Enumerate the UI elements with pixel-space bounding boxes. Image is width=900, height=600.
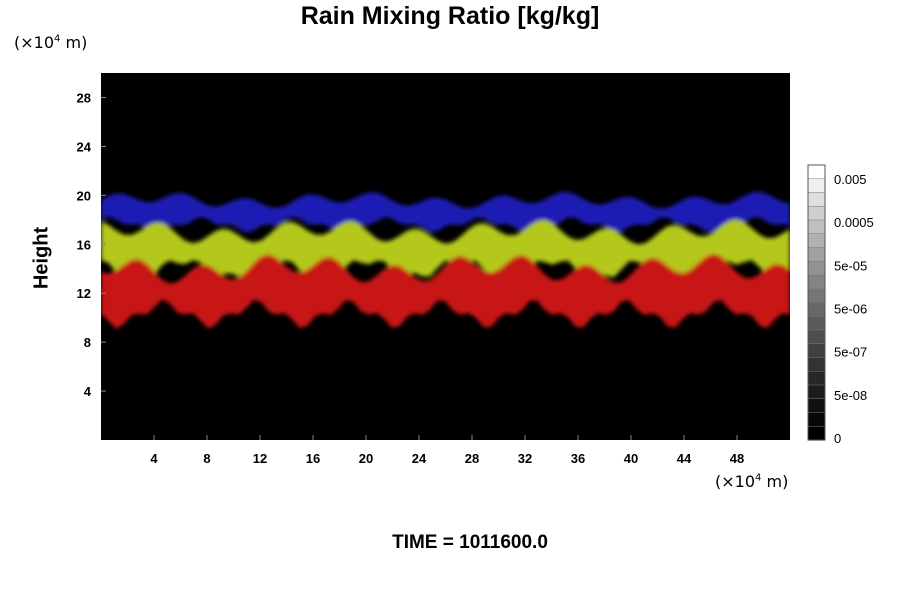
layer-band-2 [101,253,790,329]
colorbar-step [807,247,826,262]
colorbar-tick-label: 0.005 [834,172,867,187]
colorbar-step [807,412,826,427]
colorbar-tick-label: 5e-07 [834,345,867,360]
time-annotation: TIME = 1011600.0 [392,532,548,553]
x-tick-label: 8 [203,451,210,466]
colorbar-step [807,329,826,345]
colorbar-tick-label: 0 [834,431,841,446]
colorbar-step [807,343,826,359]
colorbar-step [807,219,826,235]
x-tick-label: 44 [677,451,692,466]
colorbar-step [807,302,826,317]
colorbar-step [807,233,826,249]
colorbar-step [807,288,826,304]
colorbar-step [807,164,826,180]
y-tick-label: 12 [77,286,91,301]
y-tick-label: 8 [84,335,91,350]
colorbar-frame [807,164,826,441]
x-tick-label: 12 [253,451,267,466]
y-tick-label: 4 [84,384,92,399]
colorbar-step [807,178,826,194]
y-tick-label: 16 [77,237,91,252]
colorbar-tick-label: 5e-06 [834,302,867,317]
x-tick-label: 32 [518,451,532,466]
x-tick-label: 24 [412,451,427,466]
colorbar-tick-label: 5e-08 [834,388,867,403]
colorbar-step [807,398,826,414]
x-tick-label: 16 [306,451,320,466]
colorbar-tick-label: 0.0005 [834,215,874,230]
colorbar-step [807,274,826,290]
colorbar-step [807,206,826,221]
colorbar-step [807,192,826,207]
x-tick-label: 40 [624,451,638,466]
colorbar-step [807,261,826,276]
field-layers [101,191,790,329]
colorbar-step [807,316,826,331]
x-tick-label: 20 [359,451,373,466]
x-tick-label: 4 [150,451,158,466]
colorbar-step [807,357,826,372]
x-axis-unit: (×104 m) [715,472,789,491]
colorbar-tick-label: 5e-05 [834,258,867,273]
colorbar-step [807,371,826,386]
y-tick-label: 28 [77,90,91,105]
colorbar-step [807,384,826,400]
y-tick-label: 20 [77,188,91,203]
y-axis-unit: (×104 m) [14,33,88,52]
layer-band-0 [101,191,790,233]
x-tick-label: 48 [730,451,744,466]
y-tick-label: 24 [77,139,92,154]
chart-title: Rain Mixing Ratio [kg/kg] [300,2,600,30]
colorbar-step [807,426,826,441]
x-tick-label: 36 [571,451,585,466]
x-tick-label: 28 [465,451,479,466]
